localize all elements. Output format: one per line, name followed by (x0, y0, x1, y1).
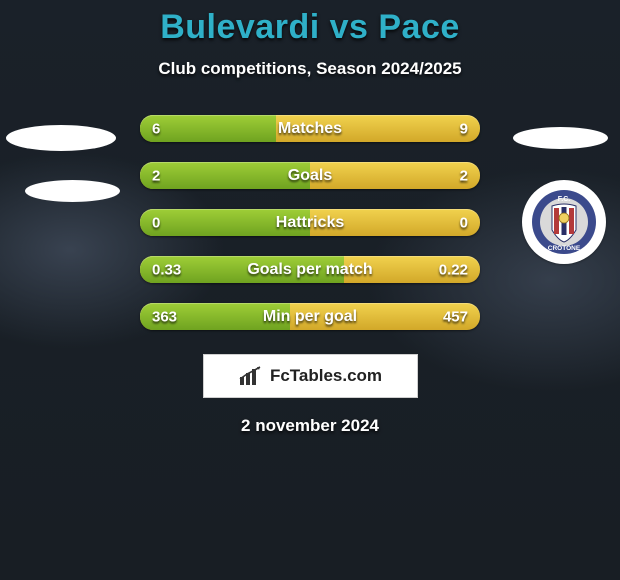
brand-box: FcTables.com (203, 354, 418, 398)
stat-label: Goals (288, 167, 332, 185)
stat-row: 0 Hattricks 0 (140, 209, 480, 236)
stat-row: 0.33 Goals per match 0.22 (140, 256, 480, 283)
page-title: Bulevardi vs Pace (160, 8, 460, 47)
stat-row: 2 Goals 2 (140, 162, 480, 189)
main-panel: Bulevardi vs Pace Club competitions, Sea… (0, 0, 620, 580)
stat-label: Matches (278, 120, 342, 138)
stat-left-seg (140, 115, 276, 142)
stat-label: Min per goal (263, 308, 357, 326)
stat-value-left: 0.33 (152, 261, 181, 278)
stat-row: 6 Matches 9 (140, 115, 480, 142)
stats-list: 6 Matches 9 2 Goals 2 0 Hattricks 0 0.33… (0, 115, 620, 330)
stat-value-left: 363 (152, 308, 177, 325)
stat-label: Goals per match (247, 261, 372, 279)
stat-value-right: 0 (460, 214, 468, 231)
brand-text: FcTables.com (270, 366, 382, 386)
date-label: 2 november 2024 (241, 416, 379, 436)
stat-value-left: 6 (152, 120, 160, 137)
stat-value-left: 0 (152, 214, 160, 231)
stat-value-right: 0.22 (439, 261, 468, 278)
stat-value-right: 457 (443, 308, 468, 325)
page-subtitle: Club competitions, Season 2024/2025 (158, 59, 461, 79)
stat-row: 363 Min per goal 457 (140, 303, 480, 330)
stat-left-seg (140, 162, 310, 189)
bar-chart-icon (238, 365, 266, 387)
stat-value-right: 9 (460, 120, 468, 137)
stat-label: Hattricks (276, 214, 344, 232)
stat-value-left: 2 (152, 167, 160, 184)
stat-value-right: 2 (460, 167, 468, 184)
